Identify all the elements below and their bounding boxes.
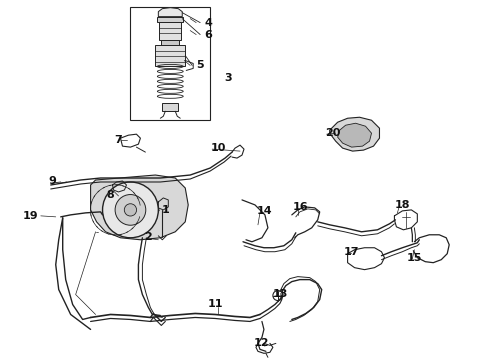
Text: 16: 16 <box>293 202 309 212</box>
Bar <box>157 17 183 22</box>
Bar <box>161 40 179 45</box>
Text: 10: 10 <box>210 143 226 153</box>
Text: 4: 4 <box>204 18 212 28</box>
Text: 6: 6 <box>204 30 212 40</box>
Text: 3: 3 <box>224 73 232 84</box>
Circle shape <box>102 182 158 238</box>
Bar <box>155 45 185 67</box>
Polygon shape <box>330 117 379 151</box>
Polygon shape <box>338 123 371 147</box>
Circle shape <box>124 204 137 216</box>
Bar <box>162 103 178 111</box>
Text: 11: 11 <box>207 298 223 309</box>
Polygon shape <box>158 8 182 17</box>
Text: 18: 18 <box>394 200 410 210</box>
Text: 7: 7 <box>115 135 122 145</box>
Bar <box>159 22 181 40</box>
Text: 14: 14 <box>257 206 273 216</box>
Text: 5: 5 <box>196 60 204 71</box>
Text: 9: 9 <box>49 176 57 186</box>
Text: 19: 19 <box>23 211 39 221</box>
Text: 20: 20 <box>325 128 341 138</box>
Circle shape <box>115 194 146 225</box>
Polygon shape <box>91 175 188 240</box>
Text: 13: 13 <box>273 289 289 298</box>
Text: 2: 2 <box>145 232 152 242</box>
Text: 17: 17 <box>344 247 359 257</box>
Text: 1: 1 <box>161 205 169 215</box>
Text: 8: 8 <box>107 190 114 200</box>
Text: 15: 15 <box>407 253 422 263</box>
Bar <box>130 7 210 120</box>
Text: 12: 12 <box>254 338 270 348</box>
